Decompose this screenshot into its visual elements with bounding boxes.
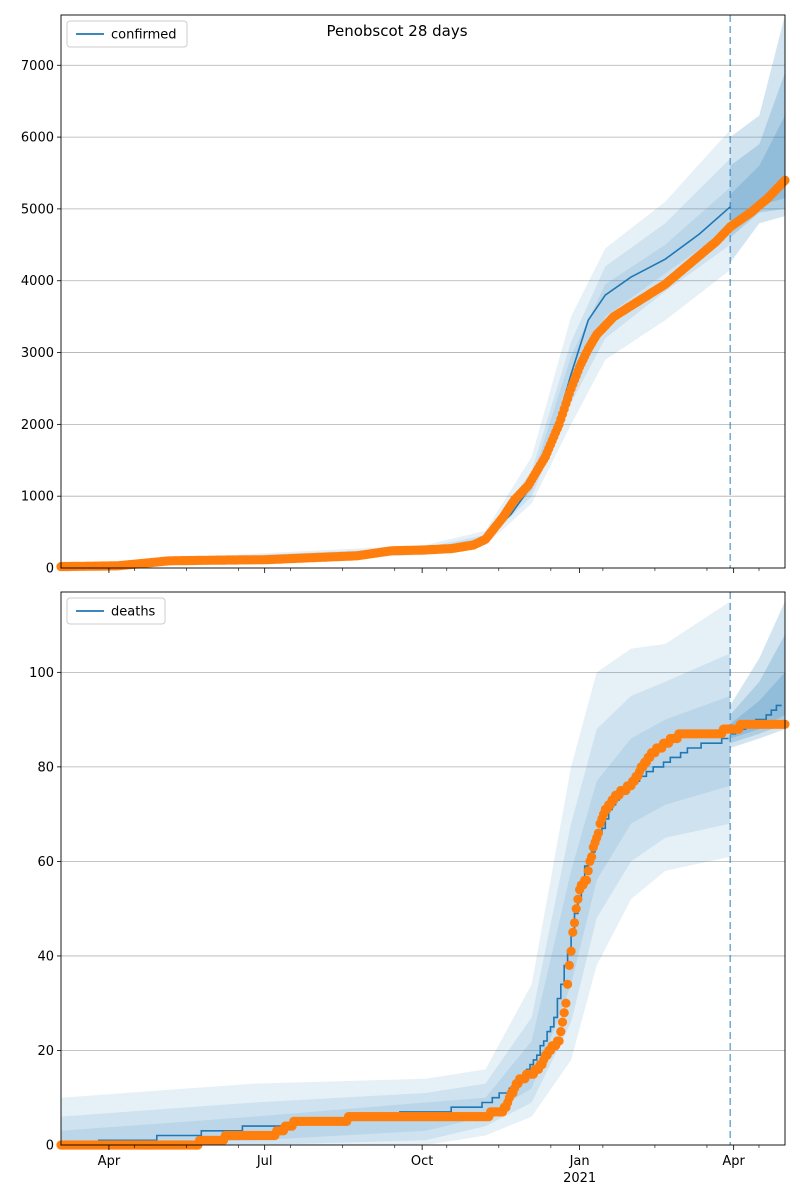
x-tick-label: Jul [256,1154,273,1169]
y-tick-label: 1000 [21,490,54,505]
y-tick-label: 7000 [21,59,54,74]
x-tick-sublabel: 2021 [563,1171,596,1186]
observed-point [581,875,592,885]
legend-label: confirmed [111,28,177,43]
confidence-band [61,158,731,567]
observed-point [557,1017,568,1027]
axes-frame [60,591,786,1146]
y-tick-label: 3000 [21,346,54,361]
observed-point [587,852,597,862]
observed-point [556,1027,566,1037]
confidence-band [61,601,731,1145]
y-tick-label: 60 [37,855,54,870]
observed-point [559,1008,569,1018]
y-tick-label: 4000 [21,274,54,289]
deaths-chart: 0 20 40 60 80 100 Apr Jul Oct Jan 2021 Apr deaths [29,591,790,1186]
y-tick-label: 0 [46,562,54,577]
y-tick-label: 100 [29,666,54,681]
y-tick-label: 20 [37,1044,54,1059]
observed-point [569,918,580,928]
observed-point [573,894,583,904]
x-tick-label: Oct [411,1154,433,1169]
y-tick-label: 40 [37,949,54,964]
x-tick-label: Jan [569,1154,590,1169]
y-tick-label: 5000 [21,202,54,217]
legend-box [66,20,188,48]
observed-point [583,866,593,876]
y-tick-label: 2000 [21,418,54,433]
legend-label: deaths [111,605,156,620]
observed-point [566,946,576,956]
confidence-band [61,696,731,1145]
observed-point [564,960,574,971]
y-tick-label: 0 [46,1139,54,1154]
observed-point [571,904,581,914]
legend-box [66,597,166,625]
axes-frame [60,14,786,569]
observed-point [561,998,571,1008]
figure-title: Penobscot 28 days [326,22,467,40]
observed-point [554,1036,564,1046]
y-tick-label: 6000 [21,131,54,146]
observed-point [563,979,573,989]
forecast-band [730,634,785,744]
observed-point [593,828,604,838]
x-tick-label: Apr [98,1154,121,1169]
observed-point [568,927,578,937]
y-tick-label: 80 [37,760,54,775]
confidence-band [61,129,731,567]
confirmed-chart: 0 1000 2000 3000 4000 5000 6000 7000 confirmed [21,14,790,577]
x-tick-label: Apr [722,1154,745,1169]
